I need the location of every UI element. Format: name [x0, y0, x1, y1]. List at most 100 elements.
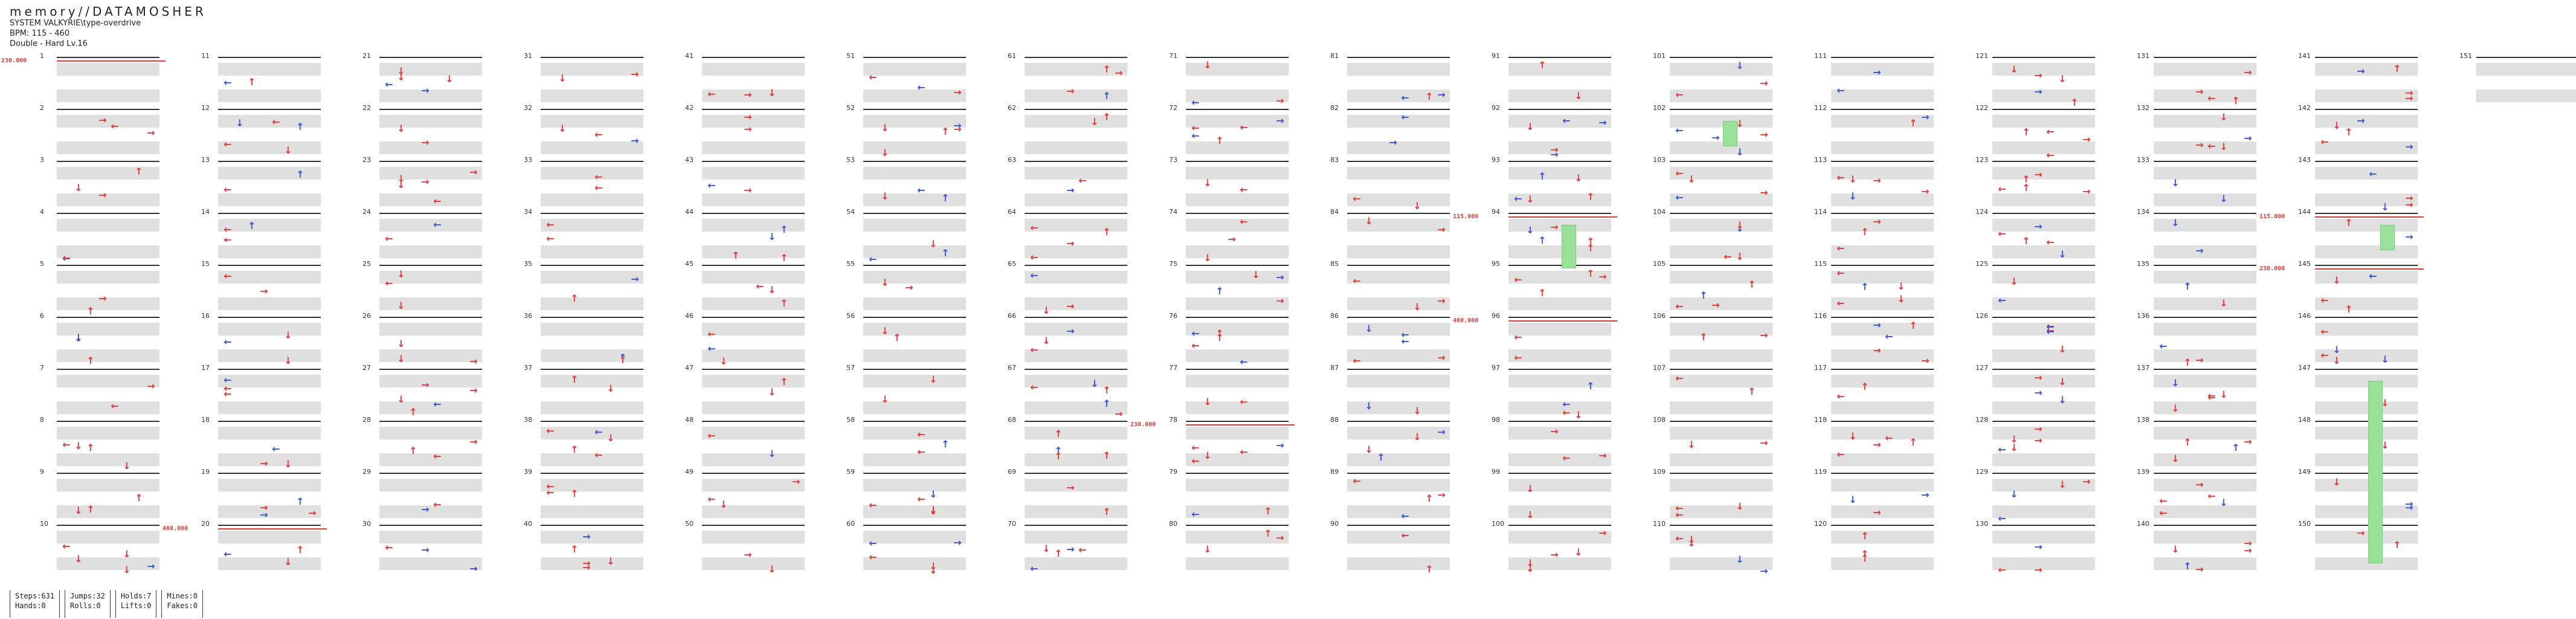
step-arrow-icon: ← — [1998, 444, 2006, 455]
beat-band — [1831, 479, 1934, 491]
bpm-range: BPM: 115 - 460 — [10, 29, 70, 38]
measure-line — [218, 265, 321, 266]
step-arrow-icon: ↑ — [780, 224, 788, 235]
beat-band — [702, 89, 805, 102]
beat-band — [1347, 531, 1450, 543]
measure: 33 ← ← — [524, 156, 643, 213]
measure-number: 59 — [846, 468, 855, 476]
beat-band — [57, 297, 159, 310]
measure-line — [2315, 213, 2418, 214]
measure: 25 ↓ ↓ ← — [362, 260, 482, 317]
measure-number: 47 — [685, 364, 694, 372]
beat-band — [1831, 557, 1934, 570]
step-arrow-icon: → — [582, 557, 591, 569]
step-arrow-icon: ↑ — [1586, 268, 1595, 279]
measure: 55 → ↓ — [846, 260, 966, 317]
measure-line — [2315, 525, 2418, 526]
beat-band — [1025, 193, 1127, 206]
measure-line — [702, 213, 805, 214]
measure: 70 ↑ ← → ← ↓ — [1008, 520, 1127, 577]
step-arrow-icon: → — [260, 458, 268, 469]
measure: 79 ← ↑ — [1169, 468, 1289, 525]
measure-number: 24 — [362, 208, 371, 216]
beat-band — [379, 219, 482, 232]
measure-number: 65 — [1008, 260, 1016, 268]
measure: 16 ← ↓ ↓ — [201, 312, 321, 369]
step-arrow-icon: ↑ — [570, 293, 579, 304]
beat-band — [1347, 141, 1450, 154]
measure-line — [218, 473, 321, 474]
measure: 74 ← ↓ → — [1169, 208, 1289, 265]
step-arrow-icon: ↓ — [397, 65, 405, 77]
step-arrow-icon: ↑ — [86, 355, 95, 366]
measure-line — [702, 421, 805, 422]
beat-band — [218, 167, 321, 180]
step-arrow-icon: ↓ — [74, 182, 83, 193]
beat-band — [1347, 245, 1450, 258]
beat-band — [218, 531, 321, 543]
step-arrow-icon: → — [744, 111, 752, 123]
step-arrow-icon: ← — [707, 180, 716, 191]
step-arrow-icon: ← — [1030, 222, 1038, 233]
beat-band — [1509, 89, 1611, 102]
step-arrow-icon: → — [98, 114, 107, 126]
step-arrow-icon: → — [2034, 435, 2043, 446]
beat-band — [1831, 141, 1934, 154]
beat-band — [1509, 401, 1611, 414]
step-arrow-icon: ↓ — [397, 123, 405, 134]
bpm-change-label: 460.000 — [163, 525, 188, 532]
step-arrow-icon: → — [421, 544, 430, 556]
step-arrow-icon: → — [953, 123, 962, 135]
step-arrow-icon: ↓ — [1413, 405, 1422, 416]
step-arrow-icon: → — [2195, 354, 2204, 366]
step-arrow-icon: ↓ — [2058, 73, 2067, 85]
beat-band — [702, 297, 805, 310]
measure: 69 ↑ → — [1008, 468, 1127, 525]
measure-number: 17 — [201, 364, 210, 372]
measure: 50 → ↓ — [685, 520, 805, 577]
chart-column: 21 ↓ → ↓ ↓ ← 22 → ↓ 23 ← ↓ → ↓ → 24 ← ← 25 ↓ ↓ ← 26 ↓ ↓ → 27 → ↓ → ↑ ← 2… — [362, 52, 482, 589]
measure-line — [1025, 473, 1127, 474]
step-arrow-icon: ↓ — [1365, 444, 1373, 455]
beat-band — [218, 453, 321, 466]
hold-note — [1562, 225, 1576, 268]
measure: 140 ↓ → → ↑ → — [2137, 520, 2256, 577]
beat-band — [1347, 375, 1450, 387]
step-arrow-icon: ← — [2046, 126, 2055, 137]
beat-band — [2154, 89, 2256, 102]
beat-band — [541, 349, 643, 362]
measure-number: 110 — [1653, 520, 1666, 528]
beat-band — [2315, 349, 2418, 362]
measure: 5 → ↑ — [40, 260, 159, 317]
step-arrow-icon: ← — [546, 233, 555, 244]
measure-line — [379, 265, 482, 266]
step-arrow-icon: ↑ — [780, 297, 788, 309]
measure-number: 149 — [2298, 468, 2311, 476]
chart-column: 71 → ← ↓ 72 ← → ↑ ← ← 73 ← ↓ 74 ← ↓ → 75 ↑ → ↓ → 76 ↑ ← ↑ ← ← 77 ↓ ← 78… — [1169, 52, 1289, 589]
beat-band — [1670, 453, 1773, 466]
step-arrow-icon: ← — [1885, 432, 1893, 444]
step-arrow-icon: ← — [869, 253, 877, 265]
beat-band — [1025, 557, 1127, 570]
measure: 47 ↓ ↑ — [685, 364, 805, 421]
step-arrow-icon: ← — [1837, 449, 1845, 460]
measure-number: 115 — [1814, 260, 1827, 268]
beat-band — [1347, 505, 1450, 518]
step-arrow-icon: ← — [1837, 242, 1845, 254]
beat-band — [1025, 479, 1127, 491]
measure-line — [863, 525, 966, 526]
measure-line — [1992, 57, 2095, 58]
step-arrow-icon: ↓ — [1526, 193, 1534, 205]
step-arrow-icon: → — [1276, 95, 1284, 106]
step-arrow-icon: ← — [433, 450, 442, 462]
step-arrow-icon: → — [1711, 132, 1720, 143]
measure: 126 ← ← ← ↓ ← — [1975, 312, 2095, 369]
measure: 94 ↑ ↑ ↓ → ↑ — [1492, 208, 1611, 265]
step-arrow-icon: ↓ — [607, 556, 615, 567]
beat-band — [541, 115, 643, 128]
measure: 145 ← ← ↑ ↓ — [2298, 260, 2418, 317]
step-arrow-icon: → — [2357, 115, 2365, 126]
beat-band — [1509, 349, 1611, 362]
beat-band — [57, 557, 159, 570]
measure-number: 106 — [1653, 312, 1666, 320]
